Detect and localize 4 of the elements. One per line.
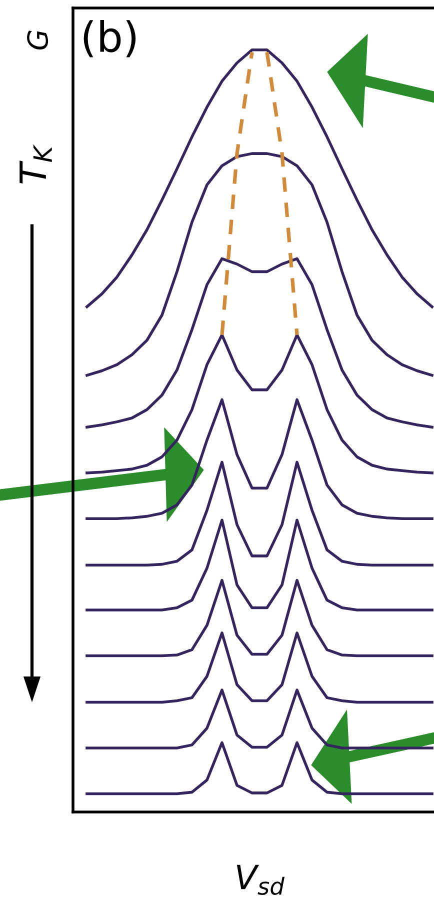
x-axis-title: V$_{sd}$	[236, 864, 285, 895]
y-axis-title: G	[27, 30, 48, 50]
text: T$_{K}$	[20, 144, 52, 184]
chart-title: (b)	[84, 20, 136, 58]
